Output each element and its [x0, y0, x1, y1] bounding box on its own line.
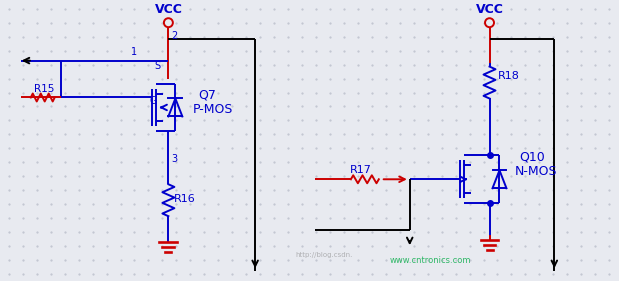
Text: S: S [154, 61, 160, 71]
Text: www.cntronics.com: www.cntronics.com [390, 256, 471, 265]
Text: G: G [149, 96, 157, 106]
Text: http://blog.csdn.: http://blog.csdn. [295, 252, 352, 258]
Text: R17: R17 [350, 165, 372, 175]
Text: R15: R15 [34, 83, 54, 94]
Text: 1: 1 [131, 47, 137, 56]
Text: 2: 2 [171, 31, 178, 41]
Text: R16: R16 [175, 194, 196, 204]
Text: VCC: VCC [475, 3, 503, 16]
Text: VCC: VCC [155, 3, 183, 16]
Text: 3: 3 [171, 154, 178, 164]
Text: Q10: Q10 [519, 150, 545, 163]
Text: R18: R18 [498, 71, 519, 81]
Text: Q7: Q7 [198, 89, 216, 101]
Text: P-MOS: P-MOS [193, 103, 233, 116]
Text: N-MOS: N-MOS [514, 165, 557, 178]
